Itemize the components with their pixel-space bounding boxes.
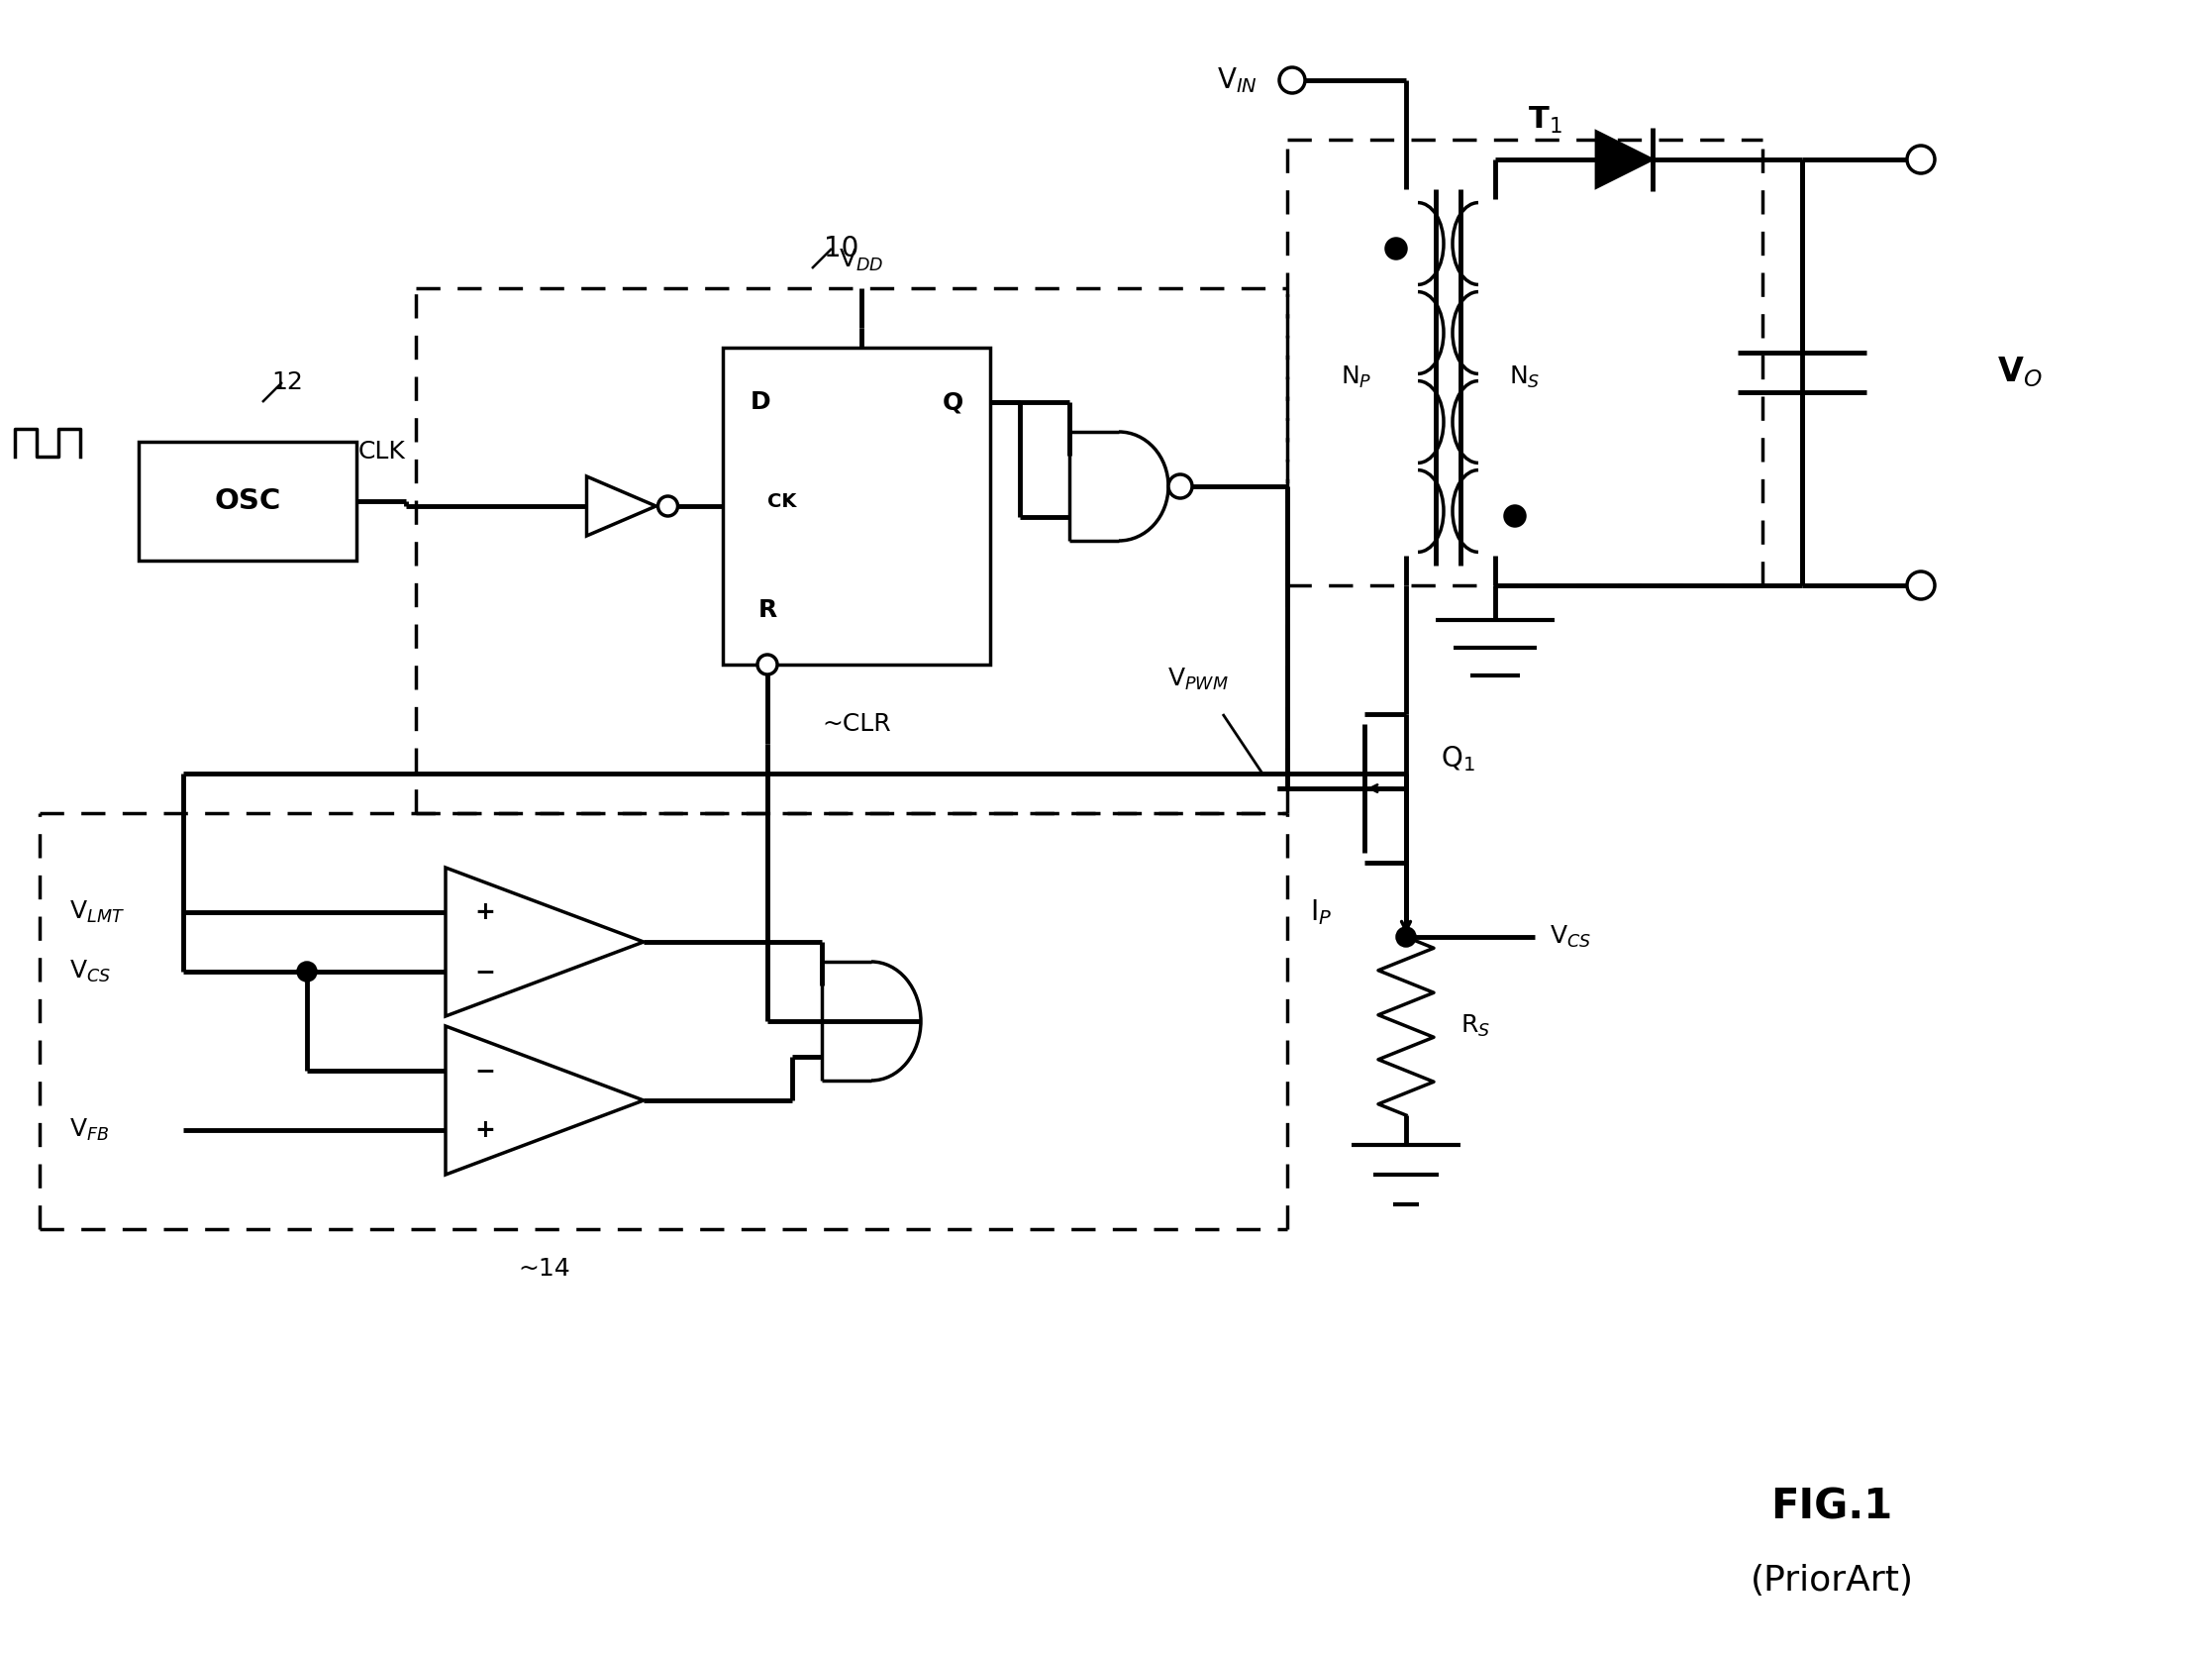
Text: V$_{PWM}$: V$_{PWM}$ (1168, 667, 1228, 692)
Circle shape (1907, 146, 1936, 174)
Polygon shape (445, 867, 644, 1016)
Circle shape (299, 963, 316, 980)
Circle shape (1504, 506, 1524, 526)
Text: V$_{DD}$: V$_{DD}$ (838, 247, 885, 273)
Text: T$_1$: T$_1$ (1528, 104, 1562, 136)
Text: Q: Q (942, 391, 962, 414)
Text: ~14: ~14 (518, 1256, 571, 1281)
Text: FIG.1: FIG.1 (1772, 1486, 1893, 1528)
Text: (PriorArt): (PriorArt) (1750, 1564, 1913, 1597)
Text: CK: CK (768, 492, 796, 510)
Polygon shape (586, 477, 657, 536)
Text: V$_{FB}$: V$_{FB}$ (69, 1117, 108, 1144)
Text: I$_P$: I$_P$ (1310, 897, 1332, 927)
Circle shape (657, 496, 677, 516)
Text: V$_{IN}$: V$_{IN}$ (1217, 66, 1256, 94)
Polygon shape (445, 1026, 644, 1175)
Circle shape (1387, 238, 1407, 258)
Circle shape (1907, 571, 1936, 599)
Bar (723, 348, 991, 665)
Text: V$_{CS}$: V$_{CS}$ (1551, 923, 1590, 950)
Text: −: − (476, 1059, 495, 1082)
Text: R: R (759, 597, 776, 622)
Text: V$_O$: V$_O$ (1997, 356, 2042, 389)
Text: −: − (476, 960, 495, 983)
Text: 12: 12 (272, 371, 303, 394)
Text: ~CLR: ~CLR (823, 712, 891, 736)
Text: CLK: CLK (358, 440, 407, 463)
Circle shape (1168, 475, 1192, 498)
Bar (139, 442, 356, 561)
Text: N$_S$: N$_S$ (1509, 364, 1540, 391)
Text: OSC: OSC (215, 487, 281, 515)
Polygon shape (1597, 131, 1652, 187)
Text: Q$_1$: Q$_1$ (1440, 743, 1475, 773)
Text: 10: 10 (825, 235, 858, 263)
Text: +: + (476, 900, 495, 923)
Circle shape (1398, 928, 1416, 947)
Text: D: D (750, 391, 770, 414)
Text: N$_P$: N$_P$ (1340, 364, 1371, 391)
Text: R$_S$: R$_S$ (1460, 1013, 1491, 1039)
Text: +: + (476, 1119, 495, 1142)
Circle shape (757, 655, 776, 675)
Text: V$_{CS}$: V$_{CS}$ (69, 958, 111, 985)
Circle shape (1279, 68, 1305, 93)
Text: V$_{LMT}$: V$_{LMT}$ (69, 899, 124, 925)
